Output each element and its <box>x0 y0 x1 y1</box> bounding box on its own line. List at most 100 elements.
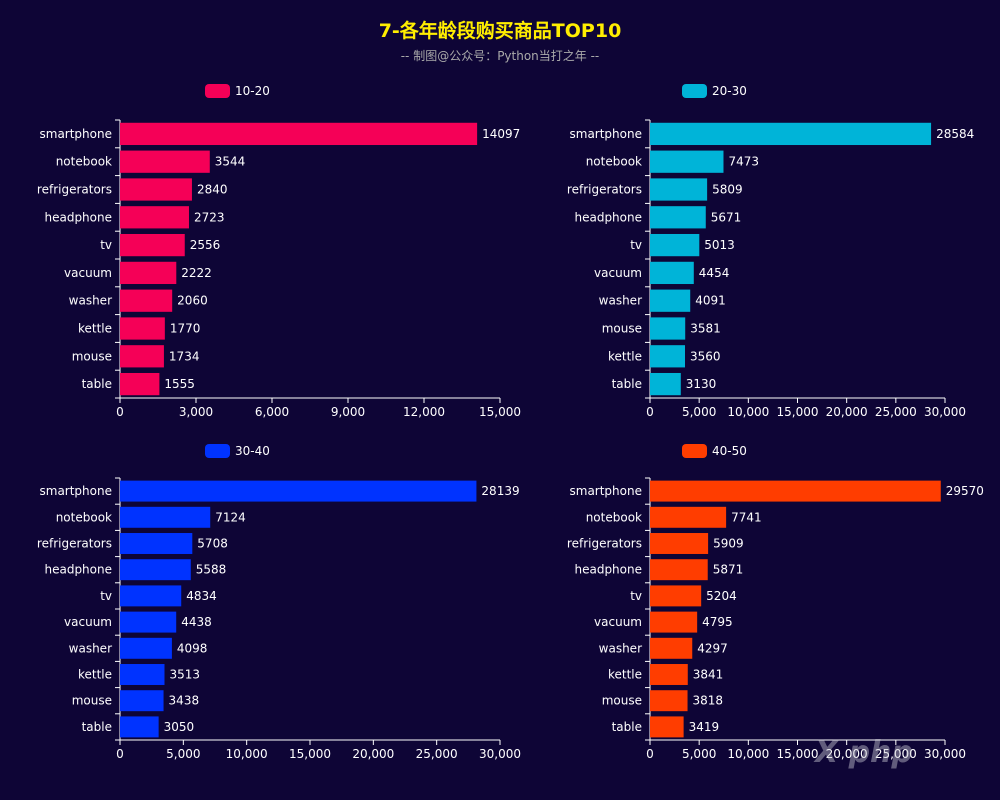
category-label: vacuum <box>64 615 112 629</box>
data-label: 3544 <box>215 155 246 169</box>
bar-chart-40-50: 40-50 smartphone 29570 notebook 7741 refriger… <box>567 444 984 761</box>
data-label: 4438 <box>181 615 212 629</box>
data-label: 1734 <box>169 349 200 363</box>
category-label: tv <box>630 589 642 603</box>
bar <box>120 206 189 229</box>
bar <box>120 345 164 368</box>
data-label: 5204 <box>706 589 737 603</box>
category-label: kettle <box>608 349 642 363</box>
x-tick-label: 20,000 <box>826 747 868 761</box>
data-label: 3050 <box>164 720 195 734</box>
category-label: mouse <box>602 322 642 336</box>
category-label: vacuum <box>64 266 112 280</box>
bar <box>650 122 932 146</box>
x-tick-label: 15,000 <box>479 405 521 419</box>
legend-swatch <box>682 444 707 458</box>
bar <box>120 506 211 528</box>
data-label: 3419 <box>689 720 720 734</box>
x-tick-label: 5,000 <box>682 747 716 761</box>
category-label: kettle <box>78 322 112 336</box>
bar <box>120 480 477 502</box>
legend-swatch <box>205 444 230 458</box>
category-label: smartphone <box>570 127 643 141</box>
category-label: table <box>612 720 642 734</box>
legend-swatch <box>682 84 707 98</box>
data-label: 5588 <box>196 563 227 577</box>
bar <box>650 289 691 312</box>
category-label: washer <box>599 641 642 655</box>
data-label: 4098 <box>177 641 208 655</box>
legend-label: 10-20 <box>235 84 270 98</box>
data-label: 14097 <box>482 127 520 141</box>
category-label: washer <box>69 294 112 308</box>
data-label: 4795 <box>702 615 733 629</box>
x-tick-label: 30,000 <box>924 405 966 419</box>
data-label: 4454 <box>699 266 730 280</box>
x-tick-label: 6,000 <box>255 405 289 419</box>
data-label: 1555 <box>164 377 195 391</box>
data-label: 5909 <box>713 537 744 551</box>
category-label: washer <box>599 294 642 308</box>
bar <box>650 637 693 659</box>
bar <box>650 317 686 340</box>
bar <box>120 690 164 712</box>
category-label: mouse <box>72 694 112 708</box>
x-tick-label: 20,000 <box>826 405 868 419</box>
x-tick-label: 20,000 <box>352 747 394 761</box>
category-label: table <box>82 720 112 734</box>
bar <box>120 559 191 581</box>
bar <box>120 261 177 285</box>
x-tick-label: 5,000 <box>682 405 716 419</box>
data-label: 2556 <box>190 238 221 252</box>
category-label: kettle <box>78 668 112 682</box>
data-label: 2723 <box>194 210 225 224</box>
data-label: 7741 <box>731 510 762 524</box>
bar <box>650 716 684 738</box>
bar <box>120 716 159 738</box>
data-label: 2060 <box>177 294 208 308</box>
bar <box>120 372 160 396</box>
x-tick-label: 10,000 <box>727 405 769 419</box>
category-label: smartphone <box>570 484 643 498</box>
category-label: notebook <box>586 510 642 524</box>
data-label: 3438 <box>169 694 200 708</box>
x-tick-label: 3,000 <box>179 405 213 419</box>
watermark-logo: X php <box>815 735 913 770</box>
chart-subtitle: -- 制图@公众号：Python当打之年 -- <box>400 49 600 63</box>
data-label: 4834 <box>186 589 217 603</box>
bar-chart-30-40: 30-40 smartphone 28139 notebook 7124 refriger… <box>37 444 521 761</box>
data-label: 1770 <box>170 322 201 336</box>
bar <box>120 533 193 554</box>
category-label: vacuum <box>594 615 642 629</box>
x-tick-label: 25,000 <box>416 747 458 761</box>
data-label: 3560 <box>690 349 721 363</box>
category-label: tv <box>100 238 112 252</box>
bar <box>650 611 698 633</box>
bar <box>650 585 702 607</box>
data-label: 7124 <box>215 510 246 524</box>
category-label: headphone <box>44 563 112 577</box>
category-label: notebook <box>56 155 112 169</box>
data-label: 4091 <box>695 294 726 308</box>
x-tick-label: 0 <box>116 747 124 761</box>
bar <box>120 611 177 633</box>
bar <box>650 690 688 712</box>
data-label: 28584 <box>936 127 974 141</box>
x-tick-label: 5,000 <box>166 747 200 761</box>
bar <box>120 150 210 173</box>
category-label: refrigerators <box>37 537 112 551</box>
data-label: 3841 <box>693 668 724 682</box>
data-label: 3513 <box>169 668 200 682</box>
bar <box>120 637 172 659</box>
category-label: headphone <box>574 210 642 224</box>
data-label: 29570 <box>946 484 984 498</box>
data-label: 28139 <box>481 484 519 498</box>
bar <box>650 533 709 554</box>
bar <box>120 317 165 340</box>
bar <box>650 480 941 502</box>
data-label: 3818 <box>693 694 724 708</box>
data-label: 5871 <box>713 563 744 577</box>
x-tick-label: 12,000 <box>403 405 445 419</box>
x-tick-label: 25,000 <box>875 747 917 761</box>
